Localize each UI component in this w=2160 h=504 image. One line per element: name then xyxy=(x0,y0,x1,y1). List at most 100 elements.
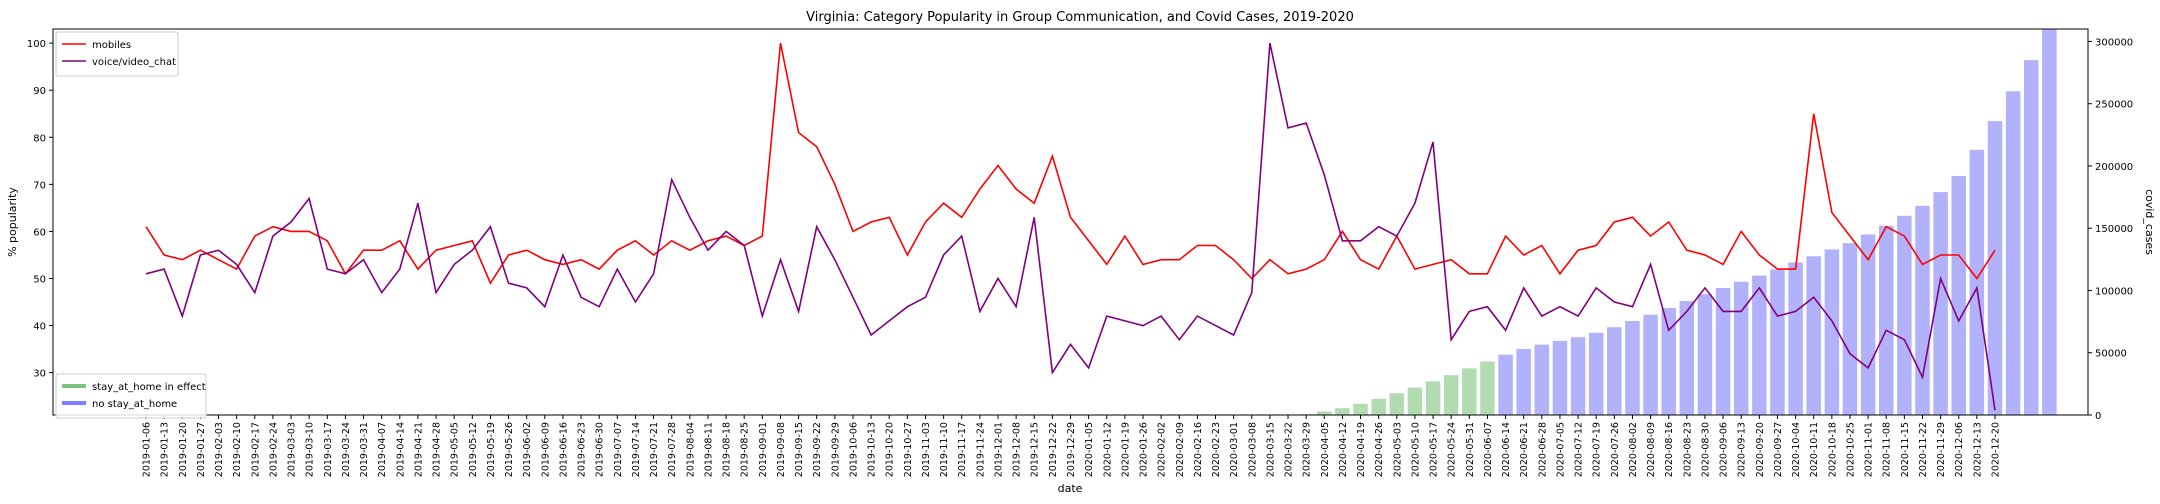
x-tick-label: 2019-04-28 xyxy=(432,422,443,477)
covid-bar-2020-07-19 xyxy=(1588,332,1604,415)
x-tick-label: 2020-01-26 xyxy=(1139,422,1150,477)
x-tick-label: 2020-01-05 xyxy=(1084,422,1095,477)
x-tick-label: 2019-06-09 xyxy=(540,422,551,477)
x-tick-label: 2019-11-17 xyxy=(957,422,968,477)
x-tick-label: 2020-01-12 xyxy=(1102,422,1113,477)
x-tick-label: 2020-05-10 xyxy=(1410,422,1421,477)
legend-label: voice/video_chat xyxy=(92,57,176,68)
x-tick-label: 2020-06-21 xyxy=(1519,422,1530,477)
line-mobiles xyxy=(145,42,1996,285)
x-tick-label: 2019-06-30 xyxy=(595,422,606,477)
left-tick-label: 40 xyxy=(33,322,46,333)
x-tick-label: 2020-06-28 xyxy=(1537,422,1548,477)
right-tick-label: 50000 xyxy=(2095,349,2127,360)
x-tick-label: 2019-06-16 xyxy=(558,422,569,477)
covid-bar-2020-05-03 xyxy=(1389,393,1405,415)
covid-bar-2020-10-18 xyxy=(1824,249,1840,415)
covid-bar-2020-07-05 xyxy=(1552,340,1568,415)
x-tick-label: 2020-06-14 xyxy=(1501,422,1512,477)
x-tick-label: 2020-07-12 xyxy=(1574,422,1585,477)
x-tick-label: 2020-02-09 xyxy=(1175,422,1186,477)
x-tick-label: 2020-08-23 xyxy=(1682,422,1693,477)
covid-bar-2020-09-27 xyxy=(1770,269,1785,415)
x-tick-label: 2019-07-14 xyxy=(631,422,642,477)
covid-bars xyxy=(1298,29,2057,416)
right-axis: 0 50000 100000 150000 200000 250000 300000 xyxy=(2088,37,2133,422)
x-tick-label: 2019-05-05 xyxy=(450,422,461,477)
covid-bar-2020-09-06 xyxy=(1715,287,1731,415)
x-tick-label: 2020-08-30 xyxy=(1700,422,1711,477)
x-tick-label: 2019-04-07 xyxy=(377,422,388,477)
covid-bar-2020-08-30 xyxy=(1697,294,1713,415)
x-tick-label: 2019-11-24 xyxy=(975,422,986,477)
x-tick-label: 2019-04-21 xyxy=(413,422,424,477)
left-tick-label: 100 xyxy=(27,39,46,50)
x-tick-label: 2019-06-02 xyxy=(522,422,533,477)
x-tick-label: 2020-10-25 xyxy=(1845,422,1856,477)
right-tick-label: 300000 xyxy=(2095,37,2133,48)
x-tick-label: 2019-09-29 xyxy=(830,422,841,477)
x-tick-label: 2020-08-09 xyxy=(1646,422,1657,477)
covid-bar-2020-08-16 xyxy=(1661,307,1676,415)
x-tick-label: 2019-05-12 xyxy=(468,422,479,477)
x-tick-label: 2020-09-06 xyxy=(1719,422,1730,477)
x-tick-label: 2019-02-03 xyxy=(214,422,225,477)
x-tick-label: 2020-01-19 xyxy=(1120,422,1131,477)
x-tick-label: 2020-03-15 xyxy=(1265,422,1276,477)
legend-label: no stay_at_home xyxy=(92,399,177,410)
left-tick-label: 60 xyxy=(33,227,46,238)
x-tick-label: 2019-02-17 xyxy=(250,422,261,477)
x-tick-label: 2019-09-15 xyxy=(794,422,805,477)
x-tick-label: 2019-01-27 xyxy=(196,422,207,477)
covid-bar-2020-12-20 xyxy=(1987,121,2003,415)
right-tick-label: 200000 xyxy=(2095,162,2133,173)
x-tick-label: 2020-03-08 xyxy=(1247,422,1258,477)
x-tick-label: 2019-10-06 xyxy=(848,422,859,477)
covid-bar-2020-05-10 xyxy=(1407,387,1423,415)
x-tick-label: 2020-08-16 xyxy=(1664,422,1675,477)
x-tick-label: 2019-03-31 xyxy=(359,422,370,477)
left-tick-label: 50 xyxy=(33,274,46,285)
x-tick-label: 2019-06-23 xyxy=(577,422,588,477)
right-tick-label: 150000 xyxy=(2095,224,2133,235)
covid-bar-2020-10-04 xyxy=(1788,262,1803,415)
covid-bar-2020-12-13 xyxy=(1969,149,1985,415)
covid-bar-2020-11-01 xyxy=(1860,234,1876,415)
x-tick-label: 2019-08-04 xyxy=(685,422,696,477)
left-tick-label: 80 xyxy=(33,133,46,144)
x-tick-label: 2020-11-15 xyxy=(1900,422,1911,477)
x-tick-label: 2020-09-13 xyxy=(1737,422,1748,477)
x-tick-label: 2019-09-22 xyxy=(812,422,823,477)
x-tick-label: 2020-02-02 xyxy=(1157,422,1168,477)
right-tick-label: 250000 xyxy=(2095,100,2133,111)
x-tick-label: 2019-02-24 xyxy=(268,422,279,477)
legend-box xyxy=(55,31,179,77)
x-tick-label: 2019-07-21 xyxy=(649,422,660,477)
x-tick-label: 2019-01-13 xyxy=(160,422,171,477)
x-tick-label: 2020-03-01 xyxy=(1229,422,1240,477)
x-tick-label: 2020-11-22 xyxy=(1918,422,1929,477)
x-tick-label: 2019-08-25 xyxy=(740,422,751,477)
covid-bar-2020-10-25 xyxy=(1842,243,1858,415)
covid-bar-2020-09-20 xyxy=(1752,275,1767,415)
x-tick-label: 2019-01-20 xyxy=(178,422,189,477)
covid-bar-2020-05-17 xyxy=(1425,381,1441,415)
right-tick-label: 0 xyxy=(2095,411,2101,422)
covid-bar-2020-06-07 xyxy=(1480,361,1495,415)
line-voice-video-chat xyxy=(145,42,1996,411)
x-tick-label: 2020-12-13 xyxy=(1972,422,1983,477)
legend-lower: stay_at_home in effect no stay_at_home xyxy=(55,373,207,419)
covid-bar-2020-06-14 xyxy=(1498,354,1513,415)
x-tick-label: 2020-04-26 xyxy=(1374,422,1385,477)
x-axis-label: date xyxy=(1058,482,1083,495)
covid-bar-2020-10-11 xyxy=(1806,256,1821,415)
x-tick-label: 2019-10-13 xyxy=(867,422,878,477)
x-tick-label: 2019-05-19 xyxy=(486,422,497,477)
x-tick-label: 2020-05-17 xyxy=(1429,422,1440,477)
covid-bar-undefined xyxy=(2005,91,2021,416)
covid-bar-2020-11-08 xyxy=(1878,225,1894,415)
x-tick-label: 2019-10-20 xyxy=(885,422,896,477)
covid-bar-2020-04-26 xyxy=(1371,398,1386,415)
x-tick-label: 2020-02-23 xyxy=(1211,422,1222,477)
legend-label: stay_at_home in effect xyxy=(92,382,206,393)
